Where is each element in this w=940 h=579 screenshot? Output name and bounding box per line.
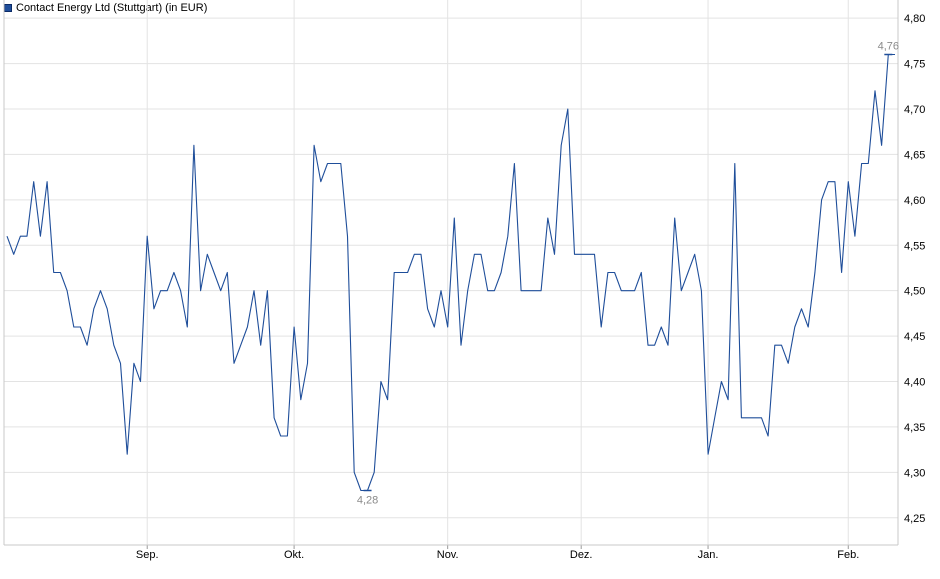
x-axis-labels: Sep. Okt. Nov. Dez. Jan. Feb. — [136, 549, 859, 561]
y-tick-label: 4,35 — [904, 422, 925, 434]
y-tick-label: 4,75 — [904, 59, 925, 71]
y-tick-label: 4,25 — [904, 513, 925, 525]
plot-frame — [3, 0, 899, 546]
x-gridlines — [146, 0, 849, 549]
y-tick-label: 4,50 — [904, 286, 925, 298]
series-line — [6, 53, 895, 492]
y-tick-label: 4,55 — [904, 240, 925, 252]
y-tick-label: 4,60 — [904, 195, 925, 207]
y-tick-label: 4,80 — [904, 13, 925, 25]
legend-label: Contact Energy Ltd (Stuttgart) (in EUR) — [16, 2, 208, 14]
annotation-label: 4,28 — [357, 495, 378, 507]
annotation-label: 4,76 — [878, 41, 899, 53]
chart-legend: Contact Energy Ltd (Stuttgart) (in EUR) — [4, 1, 207, 15]
x-tick-label: Sep. — [136, 549, 159, 561]
x-tick-label: Dez. — [570, 549, 593, 561]
y-tick-label: 4,30 — [904, 467, 925, 479]
x-tick-label: Nov. — [437, 549, 459, 561]
y-tick-label: 4,40 — [904, 377, 925, 389]
annotations: 4,28 4,76 — [357, 41, 899, 507]
y-tick-label: 4,70 — [904, 104, 925, 116]
y-gridlines — [4, 17, 898, 519]
y-tick-label: 4,45 — [904, 331, 925, 343]
x-tick-label: Okt. — [284, 549, 304, 561]
series-layer — [6, 53, 895, 492]
x-tick-label: Feb. — [837, 549, 859, 561]
y-axis-labels: 4,25 4,30 4,35 4,40 4,45 4,50 4,55 4,60 4,65 4,70… — [904, 13, 925, 525]
y-tick-label: 4,65 — [904, 149, 925, 161]
x-tick-label: Jan. — [698, 549, 719, 561]
